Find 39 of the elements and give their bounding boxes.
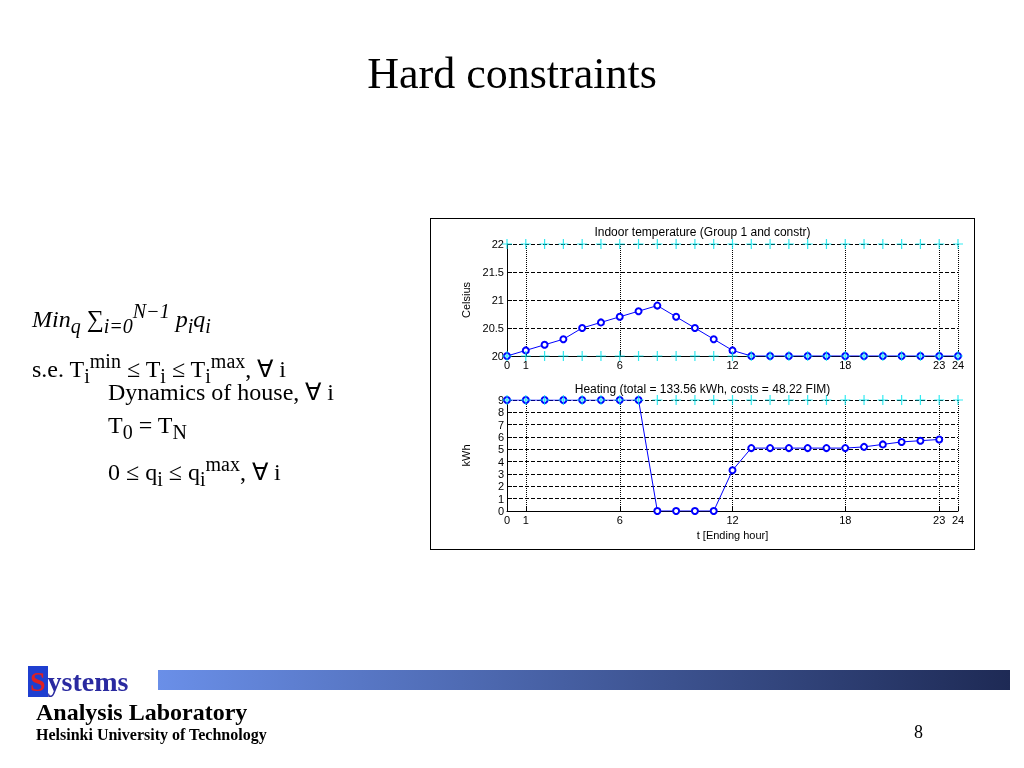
y-tick-label: 7: [497, 418, 504, 431]
y-tick-label: 5: [497, 443, 504, 456]
text: T$_{0}$ = T$_{N}$: [108, 412, 187, 444]
y-tick-label: 22: [491, 238, 504, 250]
text: Analysis Laboratory: [36, 699, 248, 726]
x-tick-label: 1: [522, 358, 529, 371]
y-tick-label: 21: [491, 294, 504, 306]
y-tick-label: 9: [497, 394, 504, 406]
x-tick-label: 24: [951, 513, 965, 526]
y-tick-label: 2: [497, 480, 504, 493]
x-tick-label: 24: [951, 358, 965, 371]
text: Min$_{q}$ ∑$_{i=0}$$^{N−1}$ p$_{i}$q$_{i}$: [32, 300, 211, 337]
y-tick-label: 4: [497, 455, 504, 468]
text: Helsinki University of Technology: [36, 726, 267, 744]
x-tick-label: 12: [726, 358, 739, 371]
chart-title: Heating (total = 133.56 kWh, costs = 48.22 FIM): [574, 382, 831, 396]
text: 8: [914, 722, 923, 743]
y-tick-label: 0: [497, 505, 504, 517]
y-tick-label: 20: [491, 350, 504, 362]
x-tick-label: 1: [522, 513, 529, 526]
y-tick-label: 8: [497, 406, 504, 419]
x-tick-label: 18: [839, 358, 852, 371]
x-tick-label: 6: [616, 513, 623, 526]
y-tick-label: 20.5: [482, 322, 504, 334]
y-tick-label: 3: [497, 468, 504, 480]
y-tick-label: 6: [497, 431, 504, 443]
x-tick-label: 23: [933, 513, 946, 526]
x-tick-label: 18: [839, 513, 852, 526]
x-tick-label: 23: [933, 358, 946, 371]
y-tick-label: 1: [497, 492, 504, 505]
y-axis-title: kWh: [459, 444, 472, 467]
x-axis-title: t [Ending hour]: [696, 529, 769, 542]
y-tick-label: 21.5: [482, 266, 504, 278]
text: 0 ≤ q$_{i}$ ≤ q$_{i}$$^{max}$, ∀ i: [108, 453, 281, 491]
chart-title: Indoor temperature (Group 1 and constr): [594, 225, 811, 239]
x-tick-label: 6: [616, 358, 623, 371]
text: Hard constraints: [366, 48, 658, 99]
y-axis-title: Celsius: [459, 281, 472, 319]
x-tick-label: 12: [726, 513, 739, 526]
